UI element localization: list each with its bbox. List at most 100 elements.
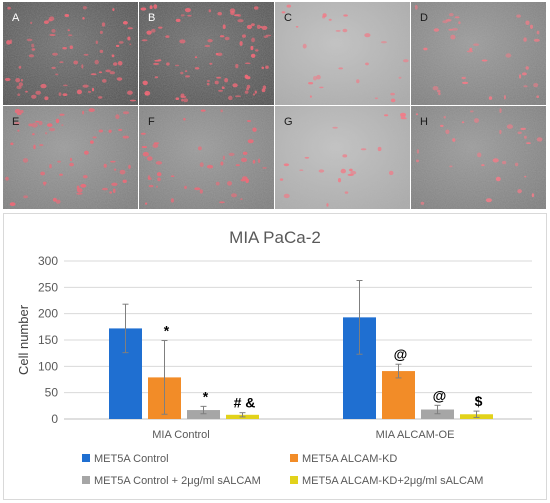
fluorescent-cell	[252, 93, 256, 96]
fluorescent-cell	[22, 158, 29, 163]
fluorescent-cell	[495, 176, 501, 182]
fluorescent-cell	[118, 128, 123, 132]
fluorescent-cell	[181, 98, 184, 102]
fluorescent-cell	[59, 113, 65, 116]
fluorescent-cell	[530, 24, 533, 29]
fluorescent-cell	[250, 53, 256, 58]
fluorescent-cell	[448, 13, 454, 17]
fluorescent-cell	[144, 93, 148, 96]
significance-marker: *	[164, 323, 170, 339]
panel-label: E	[12, 116, 19, 128]
fluorescent-cell	[350, 170, 357, 175]
fluorescent-cell	[206, 82, 210, 86]
fluorescent-cell	[129, 99, 136, 102]
fluorescent-cell	[245, 62, 251, 65]
fluorescent-cell	[232, 83, 238, 88]
fluorescent-cell	[52, 52, 58, 56]
fluorescent-cell	[101, 22, 106, 27]
fluorescent-cell	[112, 8, 115, 12]
fluorescent-cell	[316, 74, 321, 80]
fluorescent-cell	[506, 124, 513, 129]
fluorescent-cell	[58, 92, 62, 96]
fluorescent-cell	[52, 197, 57, 202]
fluorescent-cell	[49, 164, 52, 169]
fluorescent-cell	[180, 95, 187, 99]
fluorescent-cell	[39, 144, 44, 146]
fluorescent-cell	[283, 193, 290, 199]
fluorescent-cell	[115, 44, 120, 48]
fluorescent-cell	[235, 164, 240, 167]
fluorescent-cell	[184, 8, 191, 13]
fluorescent-cell	[347, 173, 354, 176]
fluorescent-cell	[240, 198, 243, 200]
fluorescent-cell	[265, 34, 272, 37]
fluorescent-cell	[122, 179, 127, 183]
fluorescent-cell	[218, 89, 223, 92]
fluorescent-cell	[234, 14, 239, 17]
fluorescent-cell	[319, 86, 324, 89]
fluorescent-cell	[147, 177, 152, 180]
fluorescent-cell	[322, 13, 327, 18]
fluorescent-cell	[9, 39, 13, 44]
fluorescent-cell	[43, 20, 49, 25]
fluorescent-cell	[118, 41, 124, 44]
fluorescent-cell	[18, 65, 22, 69]
fluorescent-cell	[82, 17, 85, 20]
fluorescent-cell	[62, 93, 68, 96]
fluorescent-cell	[461, 76, 466, 80]
fluorescent-cell	[344, 191, 349, 194]
fluorescent-cell	[215, 52, 219, 56]
fluorescent-cell	[257, 158, 261, 163]
fluorescent-cell	[224, 78, 228, 83]
fluorescent-cell	[517, 131, 522, 135]
x-tick-label: MIA ALCAM-OE	[376, 429, 455, 441]
fluorescent-cell	[364, 33, 371, 38]
fluorescent-cell	[179, 39, 186, 44]
fluorescent-cell	[20, 109, 24, 114]
y-tick-label: 100	[38, 359, 58, 373]
fluorescent-cell	[103, 163, 107, 168]
fluorescent-cell	[141, 146, 148, 148]
significance-marker: *	[203, 388, 209, 404]
fluorescent-cell	[302, 43, 307, 49]
fluorescent-cell	[149, 5, 153, 10]
fluorescent-cell	[76, 192, 83, 195]
fluorescent-cell	[187, 14, 192, 17]
fluorescent-cell	[449, 165, 453, 168]
fluorescent-cell	[295, 26, 299, 28]
micrograph-panel: C	[275, 2, 410, 105]
fluorescent-cell	[84, 150, 89, 155]
fluorescent-cell	[252, 127, 257, 132]
fluorescent-cell	[110, 160, 116, 163]
fluorescent-cell	[165, 35, 170, 38]
fluorescent-cell	[33, 144, 36, 150]
fluorescent-cell	[111, 182, 118, 186]
fluorescent-cell	[81, 64, 84, 69]
fluorescent-cell	[250, 23, 255, 27]
fluorescent-cell	[115, 114, 120, 120]
micrograph-texture	[139, 106, 274, 209]
fluorescent-cell	[433, 28, 440, 32]
fluorescent-cell	[194, 187, 201, 191]
fluorescent-cell	[9, 202, 16, 206]
panel-label: B	[148, 12, 155, 24]
fluorescent-cell	[175, 97, 180, 100]
fluorescent-cell	[31, 122, 38, 128]
fluorescent-cell	[246, 120, 252, 122]
fluorescent-cell	[184, 70, 188, 73]
fluorescent-cell	[247, 76, 251, 79]
fluorescent-cell	[153, 4, 158, 9]
micrograph-texture	[411, 2, 546, 105]
fluorescent-cell	[242, 34, 246, 38]
fluorescent-cell	[127, 90, 133, 95]
fluorescent-cell	[255, 49, 259, 52]
fluorescent-cell	[342, 154, 348, 158]
fluorescent-cell	[520, 127, 526, 131]
fluorescent-cell	[116, 77, 123, 81]
fluorescent-cell	[15, 78, 21, 83]
fluorescent-cell	[313, 76, 317, 81]
fluorescent-cell	[260, 26, 263, 29]
fluorescent-cell	[140, 7, 147, 11]
micrograph-panel: H	[411, 106, 546, 209]
fluorescent-cell	[326, 203, 329, 207]
